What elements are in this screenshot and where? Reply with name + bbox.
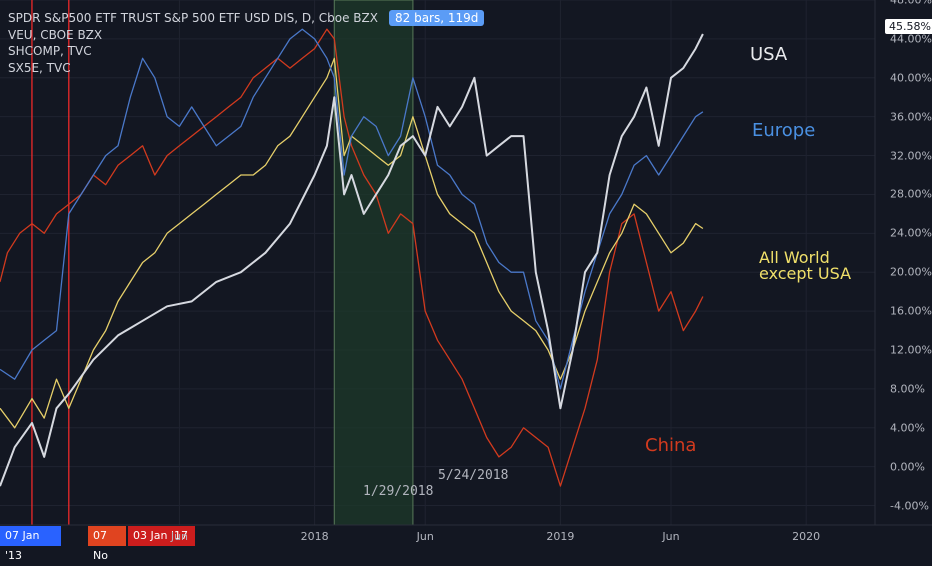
y-tick-label: 20.00% [890,265,932,279]
y-tick-label: 8.00% [890,382,925,396]
series-lines [0,28,704,487]
legend-line-shcomp[interactable]: SHCOMP, TVC [8,44,92,58]
y-tick-label: 44.00% [890,32,932,46]
y-tick-label: 12.00% [890,343,932,357]
legend-line-veu[interactable]: VEU, CBOE BZX [8,27,103,42]
all-world-label-1: All World [759,248,830,267]
last-value-label: 45.58% [885,19,932,34]
y-tick-label: 36.00% [890,110,932,124]
date-note-start: 1/29/2018 [363,484,434,499]
europe-label: Europe [752,120,816,141]
bars-range-badge: 82 bars, 119d [389,10,485,26]
legend-line-spy[interactable]: SPDR S&P500 ETF TRUST S&P 500 ETF USD DI… [8,11,378,25]
x-tick-label: Jun [416,530,434,543]
time-badge-mid-right: 03 Jan '17 [128,526,195,546]
x-tick-label: 2020 [792,530,821,543]
all-world-label-2: except USA [759,264,852,283]
grid [0,0,875,525]
x-tick-label: Jun [170,530,189,543]
highlight-range [333,0,414,526]
y-tick-label: 48.00% [890,0,932,7]
y-tick-label: 28.00% [890,187,932,201]
china-label: China [645,435,697,456]
usa-label: USA [750,44,788,65]
y-tick-label: 16.00% [890,304,932,318]
x-tick-label: Jun [662,530,680,543]
x-tick-label: 2019 [546,530,575,543]
y-tick-label: 0.00% [890,460,925,474]
legend: SPDR S&P500 ETF TRUST S&P 500 ETF USD DI… [8,10,378,76]
y-tick-label: -4.00% [890,499,929,513]
y-tick-label: 4.00% [890,421,925,435]
date-note-end: 5/24/2018 [438,468,509,483]
x-tick-label: 2018 [300,530,329,543]
y-tick-label: 24.00% [890,226,932,240]
legend-line-sx5e[interactable]: SX5E, TVC [8,60,71,75]
y-tick-label: 32.00% [890,149,932,163]
time-badge-start: 07 Jan '13 [0,526,61,562]
time-badge-mid-left: 07 No [88,526,126,562]
series-europe-line [0,28,704,390]
chart-canvas [0,0,932,526]
y-tick-label: 40.00% [890,71,932,85]
vertical-markers [31,0,70,525]
series-usa-line [0,33,704,487]
series-china-line [0,28,704,487]
